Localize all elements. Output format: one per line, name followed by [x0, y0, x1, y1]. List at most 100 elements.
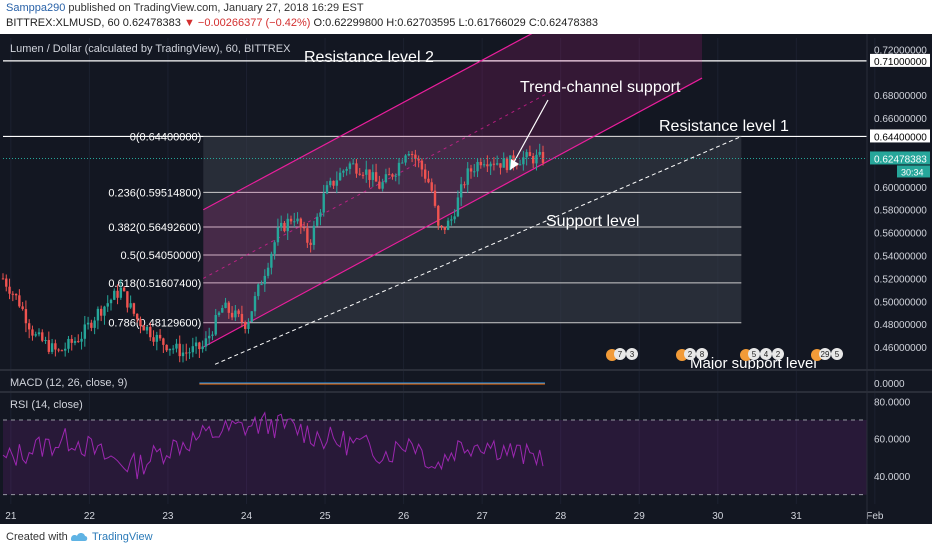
event-badge	[760, 348, 772, 360]
candle-body	[191, 346, 195, 353]
candle-body	[188, 352, 191, 354]
candle-body	[401, 162, 404, 164]
candle-body	[410, 153, 414, 155]
time-axis-label: 31	[791, 511, 803, 522]
event-badge	[614, 348, 626, 360]
channel-mid-line	[203, 90, 554, 279]
price-axis-label: 0.71000000	[874, 57, 927, 68]
candle-body	[113, 290, 116, 300]
candle-body	[512, 155, 515, 165]
candle-body	[492, 163, 496, 165]
candle-body	[525, 152, 528, 158]
candle-body	[83, 324, 87, 339]
candle-body	[528, 152, 532, 157]
price-axis-label: 0.64400000	[874, 132, 927, 143]
candle-body	[391, 174, 394, 177]
candle-body	[443, 226, 447, 230]
candle-body	[24, 309, 28, 324]
candle-body	[381, 182, 384, 189]
candle-body	[479, 161, 483, 166]
candle-body	[90, 322, 93, 328]
candle-body	[423, 169, 427, 179]
chart-area[interactable]: 0(0.64400000) 0.236(0.59514800) 0.382(0.56…	[0, 34, 932, 524]
channel-upper-line	[203, 34, 533, 211]
annotation-major-support: Major support level	[690, 355, 817, 372]
price-axis-label: 0.56000000	[874, 229, 927, 240]
candle-body	[306, 228, 309, 243]
annotation-arrow-head	[510, 159, 519, 170]
event-badge	[772, 348, 784, 360]
annotation-resistance-2: Resistance level 2	[304, 49, 434, 66]
candle-body	[351, 163, 355, 165]
candle-body	[67, 338, 70, 349]
candle-body	[273, 242, 276, 254]
candle-body	[60, 350, 64, 352]
time-axis-label: 25	[319, 511, 331, 522]
candle-body	[345, 168, 348, 171]
tradingview-logo-icon[interactable]	[70, 530, 88, 544]
event-badge	[831, 348, 843, 360]
rsi-axis-label: 60.0000	[874, 435, 911, 446]
fib-level-label: 0.786(0.48129600)	[108, 318, 201, 330]
tradingview-brand[interactable]: TradingView	[92, 531, 153, 543]
candle-body	[70, 338, 73, 343]
candle-body	[37, 332, 41, 335]
event-badge-count: 7	[618, 350, 623, 359]
candle-body	[266, 267, 270, 276]
candle-body	[437, 205, 440, 226]
candle-body	[221, 307, 224, 313]
price-chart[interactable]: 0(0.64400000) 0.236(0.59514800) 0.382(0.56…	[0, 34, 932, 524]
candle-body	[319, 212, 322, 217]
candle-body	[312, 225, 316, 245]
time-axis-label: 30	[712, 511, 724, 522]
time-axis: 2122232425262728293031Feb2	[5, 511, 884, 522]
candle-body	[149, 326, 152, 338]
candle-body	[263, 275, 267, 285]
candles	[1, 143, 545, 363]
price-label-box	[870, 129, 930, 143]
candle-body	[299, 218, 303, 228]
last-price: 0.62478383	[122, 17, 181, 29]
candle-body	[368, 169, 371, 180]
candle-body	[329, 180, 332, 186]
event-badge	[626, 348, 638, 360]
candle-body	[230, 312, 234, 318]
dashed-trend-line	[214, 135, 742, 365]
rsi-axis-label: 80.0000	[874, 397, 911, 408]
candle-body	[21, 306, 24, 310]
ohlc-values: O:0.62299800 H:0.62703595 L:0.61766029 C…	[313, 17, 598, 29]
candle-body	[486, 164, 489, 167]
time-axis-label: 28	[555, 511, 567, 522]
candle-body	[57, 349, 60, 351]
candle-body	[450, 219, 453, 221]
price-label-box	[870, 53, 930, 67]
candle-body	[371, 172, 375, 180]
candle-body	[355, 163, 358, 174]
candle-body	[407, 153, 411, 156]
candle-body	[165, 344, 168, 351]
event-badge-count: 3	[630, 350, 635, 359]
candle-body	[185, 352, 188, 354]
fib-level-label: 0.5(0.54050000)	[121, 250, 202, 262]
macd-title: MACD (12, 26, close, 9)	[10, 377, 127, 389]
candle-body	[315, 216, 319, 226]
time-axis-label: 27	[477, 511, 489, 522]
candle-body	[502, 158, 505, 168]
last-price-label: 0.62478383	[874, 154, 927, 165]
candle-body	[181, 352, 185, 357]
candle-body	[50, 343, 54, 352]
published-text: published on TradingView.com, January 27…	[68, 2, 364, 14]
candle-body	[250, 311, 253, 322]
candle-body	[227, 302, 231, 313]
time-scale-background	[0, 504, 932, 524]
publish-header: Samppa290 published on TradingView.com, …	[0, 0, 932, 34]
price-axis-label: 0.46000000	[874, 343, 927, 354]
candle-body	[240, 313, 244, 323]
rsi-title: RSI (14, close)	[10, 399, 83, 411]
candle-body	[122, 287, 126, 292]
candle-body	[11, 293, 15, 295]
candle-body	[476, 161, 479, 172]
candle-body	[162, 338, 165, 345]
macd-axis-label: 0.0000	[874, 379, 905, 390]
author-link[interactable]: Samppa290	[6, 2, 66, 14]
